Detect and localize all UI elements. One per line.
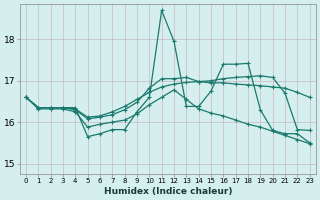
X-axis label: Humidex (Indice chaleur): Humidex (Indice chaleur) — [104, 187, 232, 196]
